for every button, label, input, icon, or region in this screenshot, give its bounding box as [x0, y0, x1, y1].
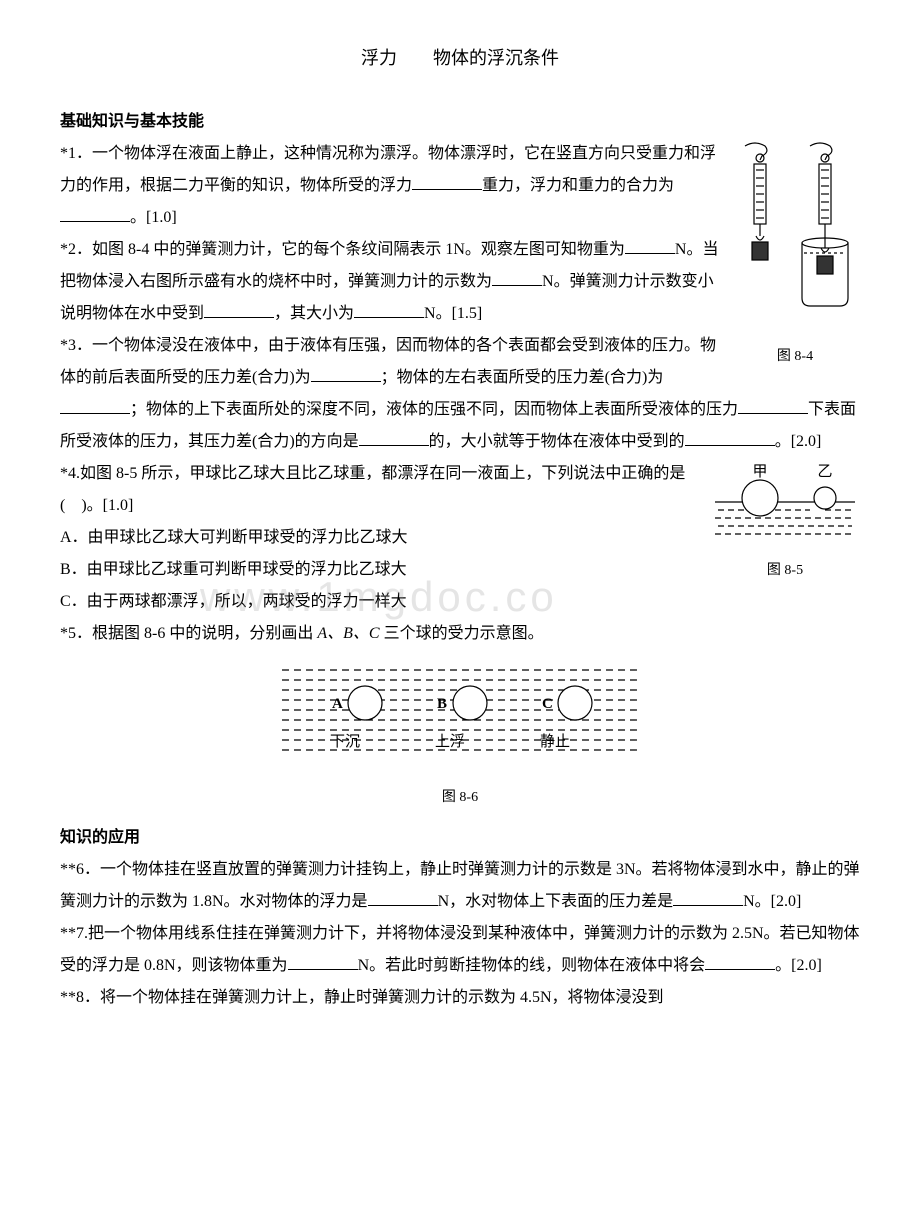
q2-text-e: N。[1.5]	[424, 305, 482, 322]
q5-text-a: *5．根据图 8-6 中的说明，分别画出	[60, 625, 313, 642]
q3-text-e: 的，大小就等于物体在液体中受到的	[429, 433, 685, 450]
blank	[311, 365, 381, 382]
q5-text-b: 三个球的受力示意图。	[384, 625, 544, 642]
ball-label-c: C	[542, 696, 553, 712]
q4-option-c: C．由于两球都漂浮，所以，两球受的浮力一样大	[60, 586, 860, 618]
question-5: *5．根据图 8-6 中的说明，分别画出 A、B、C 三个球的受力示意图。	[60, 618, 860, 650]
blank	[204, 301, 274, 318]
blank	[685, 429, 775, 446]
blank	[625, 237, 675, 254]
q4-stem: *4.如图 8-5 所示，甲球比乙球大且比乙球重，都漂浮在同一液面上，下列说法中…	[60, 465, 685, 514]
q2-text-d: ，其大小为	[274, 305, 354, 322]
ball-label-b: B	[437, 696, 447, 712]
q7-text-c: 。[2.0]	[775, 957, 822, 974]
blank	[288, 953, 358, 970]
page-title: 浮力 物体的浮沉条件	[60, 40, 860, 76]
q6-text-b: N，水对物体上下表面的压力差是	[438, 893, 674, 910]
q3-text-c: ；物体的上下表面所处的深度不同，液体的压强不同，因而物体上表面所受液体的压力	[130, 401, 738, 418]
section-heading-application: 知识的应用	[60, 822, 860, 854]
q3-text-f: 。[2.0]	[775, 433, 822, 450]
blank	[673, 889, 743, 906]
blank	[368, 889, 438, 906]
figure-8-6-label: 图 8-6	[60, 784, 860, 812]
ball-state-b: 上浮	[435, 733, 465, 750]
q7-text-b: N。若此时剪断挂物体的线，则物体在液体中将会	[358, 957, 706, 974]
figure-8-4-label: 图 8-4	[730, 343, 860, 371]
blank	[354, 301, 424, 318]
blank	[738, 397, 808, 414]
question-8: **8．将一个物体挂在弹簧测力计上，静止时弹簧测力计的示数为 4.5N，将物体浸…	[60, 982, 860, 1014]
label-jia: 甲	[752, 464, 767, 480]
figure-8-5: 甲 乙 图 8-5	[710, 462, 860, 585]
blank	[60, 397, 130, 414]
ball-state-c: 静止	[540, 733, 570, 750]
ball-label-a: A	[332, 696, 343, 712]
section-heading-basics: 基础知识与基本技能	[60, 106, 860, 138]
blank	[60, 205, 130, 222]
ball-state-a: 下沉	[330, 733, 360, 750]
question-7: **7.把一个物体用线系住挂在弹簧测力计下，并将物体浸没到某种液体中，弹簧测力计…	[60, 918, 860, 982]
q5-abc: A、B、C	[317, 625, 379, 642]
figure-8-5-label: 图 8-5	[710, 557, 860, 585]
three-balls-diagram-icon: A B C 下沉 上浮 静止	[270, 658, 650, 768]
q1-text-b: 重力，浮力和重力的合力为	[482, 177, 674, 194]
q6-text-c: N。[2.0]	[743, 893, 801, 910]
label-yi: 乙	[817, 464, 832, 480]
q8-text-a: **8．将一个物体挂在弹簧测力计上，静止时弹簧测力计的示数为 4.5N，将物体浸…	[60, 989, 664, 1006]
figure-8-6: A B C 下沉 上浮 静止 图 8-6	[60, 658, 860, 812]
q3-text-b: ；物体的左右表面所受的压力差(合力)为	[381, 369, 664, 386]
blank	[492, 269, 542, 286]
spring-scale-icon	[730, 138, 860, 328]
blank	[705, 953, 775, 970]
figure-8-4: 图 8-4	[730, 138, 860, 371]
floating-balls-icon: 甲 乙	[710, 462, 860, 542]
question-6: **6．一个物体挂在竖直放置的弹簧测力计挂钩上，静止时弹簧测力计的示数是 3N。…	[60, 854, 860, 918]
q2-text-a: *2．如图 8-4 中的弹簧测力计，它的每个条纹间隔表示 1N。观察左图可知物重…	[60, 241, 625, 258]
q1-text-c: 。[1.0]	[130, 209, 177, 226]
blank	[359, 429, 429, 446]
blank	[412, 173, 482, 190]
